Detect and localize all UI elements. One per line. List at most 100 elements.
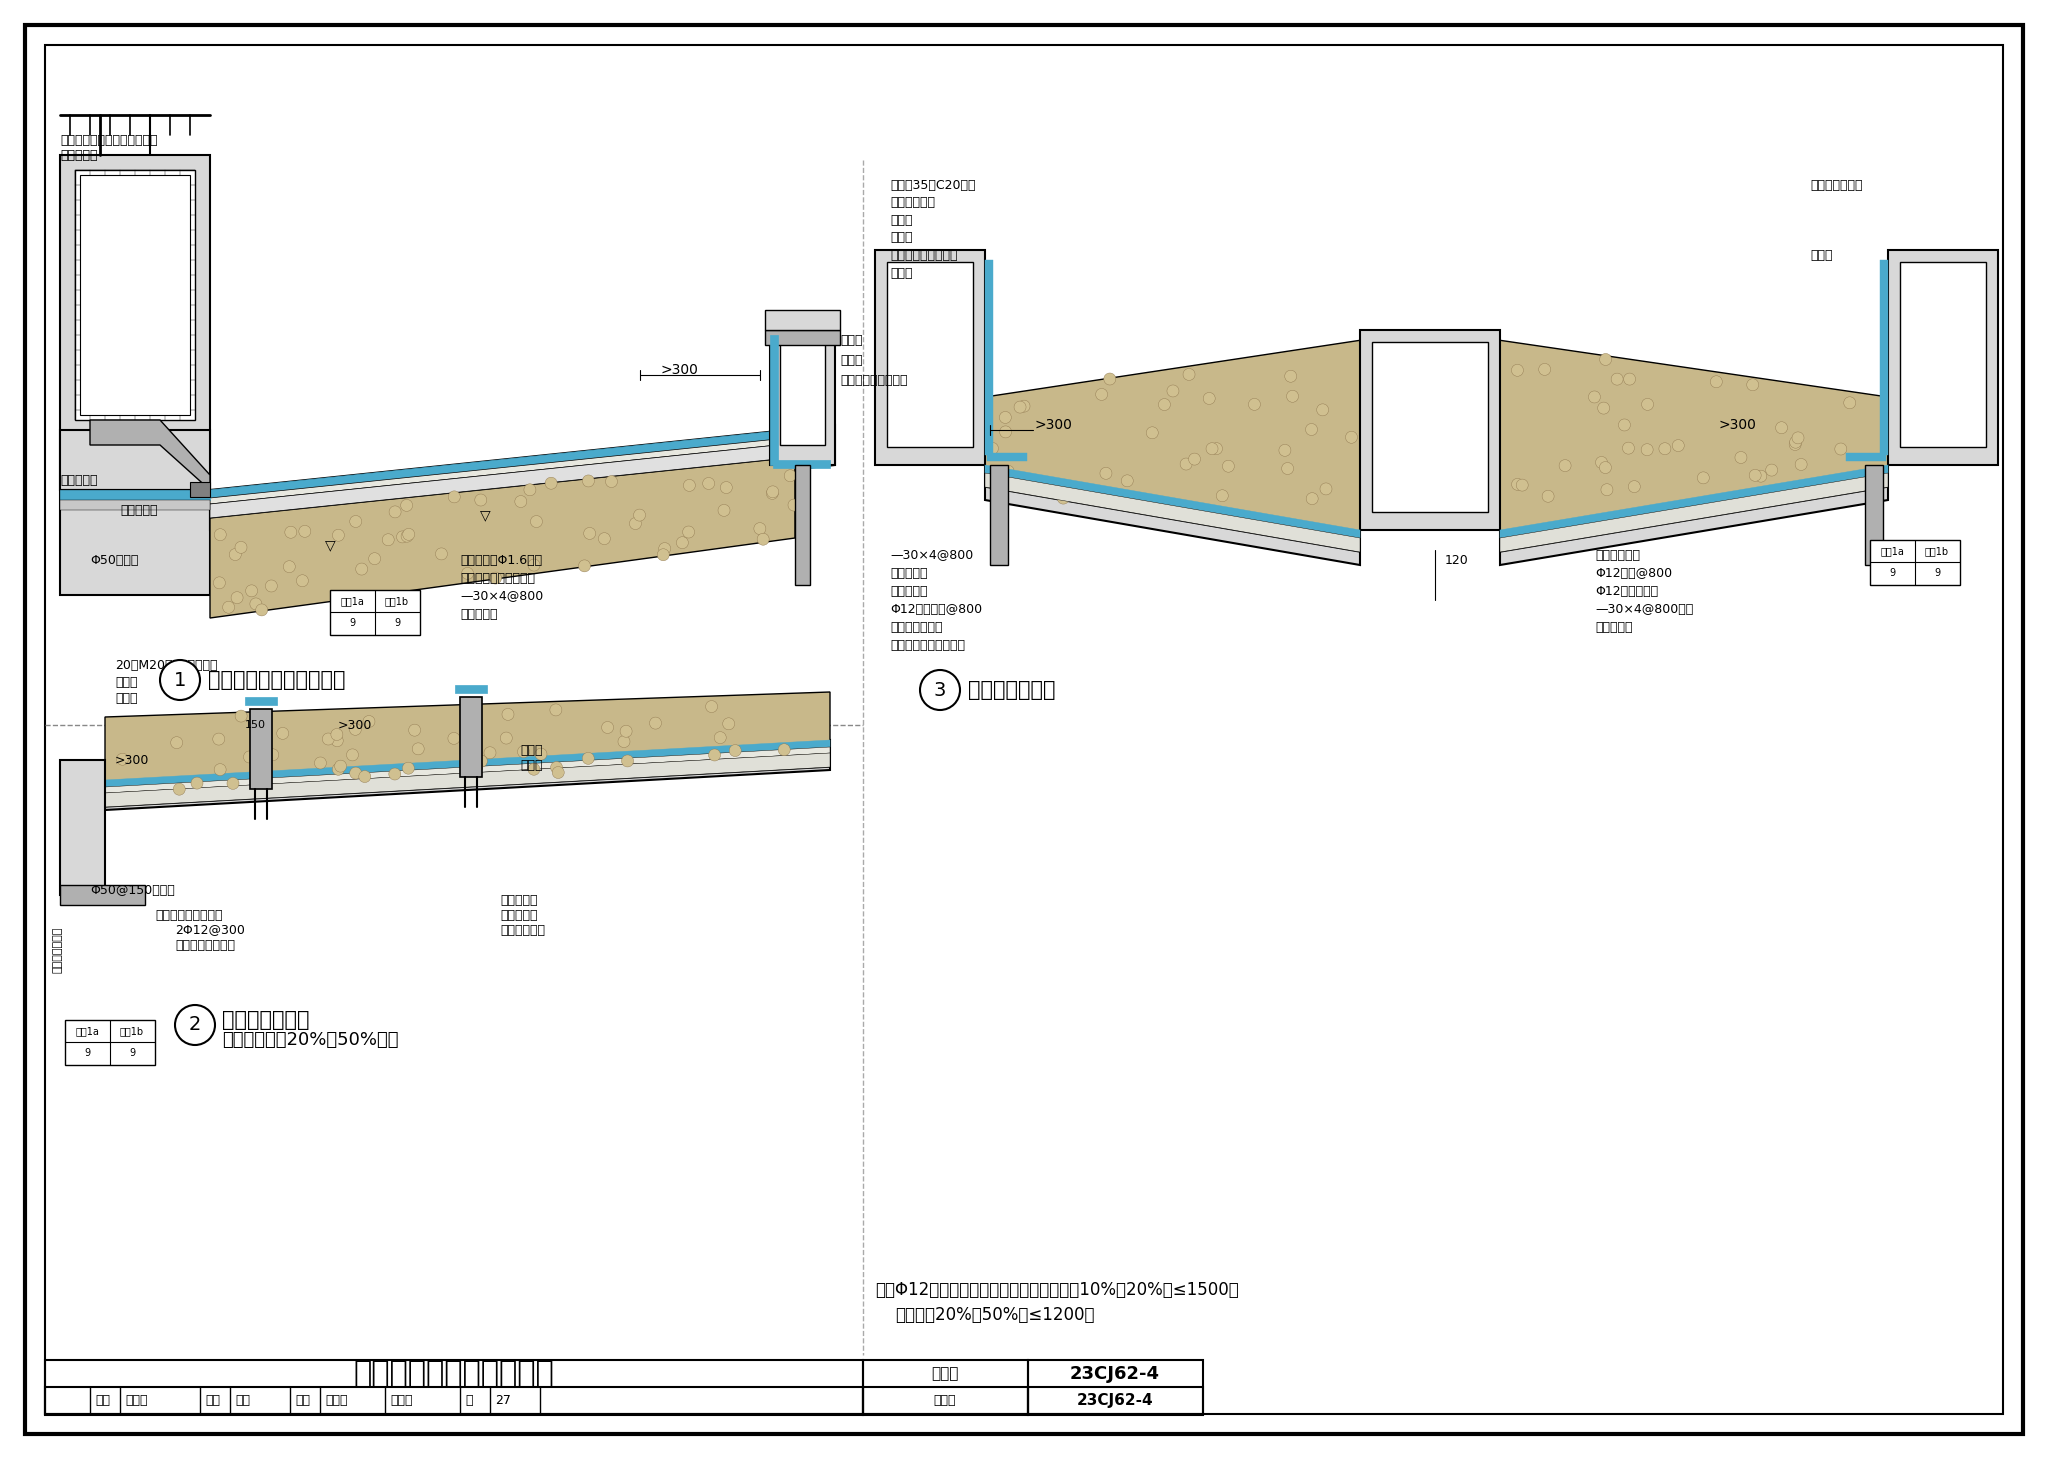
- Circle shape: [1618, 419, 1630, 430]
- Bar: [1901, 263, 1987, 446]
- Circle shape: [766, 487, 778, 499]
- Circle shape: [285, 527, 297, 538]
- Circle shape: [1223, 460, 1235, 473]
- Circle shape: [1104, 374, 1116, 385]
- Circle shape: [1186, 503, 1196, 516]
- Text: 屋面坡度20%～50%时≤1200。: 屋面坡度20%～50%时≤1200。: [895, 1306, 1094, 1323]
- Circle shape: [362, 715, 375, 728]
- Circle shape: [1114, 490, 1124, 503]
- Text: 扁钢拉结带: 扁钢拉结带: [461, 607, 498, 620]
- Circle shape: [332, 763, 344, 775]
- Text: 防水附加层: 防水附加层: [59, 474, 98, 486]
- Polygon shape: [211, 433, 836, 503]
- Circle shape: [1755, 470, 1767, 481]
- Text: 涤丙土工布端部粘牢: 涤丙土工布端部粘牢: [891, 248, 958, 261]
- Circle shape: [1659, 442, 1671, 455]
- Circle shape: [528, 559, 541, 570]
- Text: 张明: 张明: [236, 1393, 250, 1406]
- Text: —30×4@800: —30×4@800: [461, 589, 543, 603]
- Text: 种植土: 种植土: [891, 267, 913, 280]
- Circle shape: [1735, 451, 1747, 464]
- Bar: [985, 260, 993, 455]
- Circle shape: [315, 757, 326, 769]
- Text: 1: 1: [174, 671, 186, 690]
- Circle shape: [715, 731, 727, 744]
- Circle shape: [1346, 432, 1358, 444]
- Circle shape: [403, 528, 414, 540]
- Circle shape: [598, 533, 610, 544]
- Circle shape: [1100, 467, 1112, 480]
- Text: 图集号: 图集号: [934, 1393, 956, 1406]
- Text: 种坡1a: 种坡1a: [76, 1026, 98, 1036]
- Circle shape: [633, 509, 645, 521]
- Circle shape: [621, 725, 633, 737]
- Text: 见具体工程设计: 见具体工程设计: [53, 926, 63, 973]
- Text: >300: >300: [1718, 417, 1755, 432]
- Circle shape: [1307, 493, 1319, 505]
- Text: 挡土板: 挡土板: [891, 231, 913, 244]
- Polygon shape: [211, 448, 836, 619]
- Circle shape: [578, 560, 590, 572]
- Circle shape: [117, 753, 129, 765]
- Bar: [45, 1360, 862, 1415]
- Polygon shape: [1499, 465, 1888, 565]
- Circle shape: [1188, 454, 1200, 465]
- Circle shape: [582, 753, 594, 765]
- Text: 种植坡屋面防水构造做法: 种植坡屋面防水构造做法: [354, 1360, 555, 1389]
- Circle shape: [1602, 484, 1614, 496]
- Polygon shape: [985, 465, 1360, 565]
- Circle shape: [659, 543, 670, 554]
- Text: （横坡方向），: （横坡方向），: [891, 620, 942, 633]
- Circle shape: [1057, 492, 1069, 505]
- Bar: [1888, 249, 1999, 465]
- Circle shape: [1599, 353, 1612, 365]
- Text: 缓冲带: 缓冲带: [891, 213, 913, 226]
- Circle shape: [1835, 444, 1847, 455]
- Circle shape: [410, 724, 420, 737]
- Bar: [455, 686, 487, 693]
- Circle shape: [999, 426, 1012, 438]
- Circle shape: [528, 763, 541, 775]
- Text: 150: 150: [244, 719, 266, 730]
- Text: >300: >300: [115, 753, 150, 766]
- Circle shape: [530, 515, 543, 528]
- Text: 3: 3: [934, 680, 946, 699]
- Text: 挡土板，用Φ1.6镀锌: 挡土板，用Φ1.6镀锌: [461, 553, 543, 566]
- Text: —30×4@800扁钢: —30×4@800扁钢: [1595, 603, 1694, 616]
- Circle shape: [602, 721, 614, 734]
- Circle shape: [346, 748, 358, 762]
- Bar: [1866, 465, 1882, 565]
- Circle shape: [1612, 374, 1624, 385]
- Circle shape: [1184, 369, 1196, 381]
- Text: —30×4@800: —30×4@800: [891, 549, 973, 562]
- Bar: [862, 1360, 1028, 1415]
- Circle shape: [334, 760, 346, 772]
- Circle shape: [657, 549, 670, 560]
- Circle shape: [1286, 390, 1298, 403]
- Circle shape: [231, 592, 244, 604]
- Text: 挡土板: 挡土板: [520, 759, 543, 772]
- Circle shape: [475, 756, 487, 767]
- Bar: [59, 886, 145, 905]
- Bar: [59, 760, 104, 894]
- Bar: [989, 465, 1008, 565]
- Bar: [59, 155, 211, 595]
- Circle shape: [1511, 479, 1524, 490]
- Text: 种坡1b: 种坡1b: [121, 1026, 143, 1036]
- Circle shape: [584, 527, 596, 540]
- Bar: [887, 263, 973, 446]
- Polygon shape: [59, 490, 211, 500]
- Circle shape: [401, 762, 414, 775]
- Circle shape: [707, 700, 717, 712]
- Text: 密封胶密封: 密封胶密封: [891, 585, 928, 598]
- Text: 密封胶密封: 密封胶密封: [121, 503, 158, 516]
- Circle shape: [1014, 401, 1026, 413]
- Circle shape: [475, 495, 487, 506]
- Circle shape: [649, 716, 662, 730]
- Bar: [772, 460, 829, 468]
- Text: 种坡1a: 种坡1a: [340, 595, 365, 605]
- Circle shape: [1511, 365, 1524, 376]
- Circle shape: [266, 581, 276, 592]
- Circle shape: [1790, 436, 1802, 448]
- Circle shape: [1628, 480, 1640, 493]
